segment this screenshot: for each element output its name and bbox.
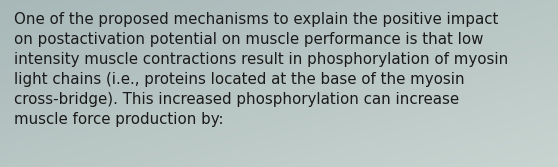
Text: One of the proposed mechanisms to explain the positive impact
on postactivation : One of the proposed mechanisms to explai… [14,12,508,127]
